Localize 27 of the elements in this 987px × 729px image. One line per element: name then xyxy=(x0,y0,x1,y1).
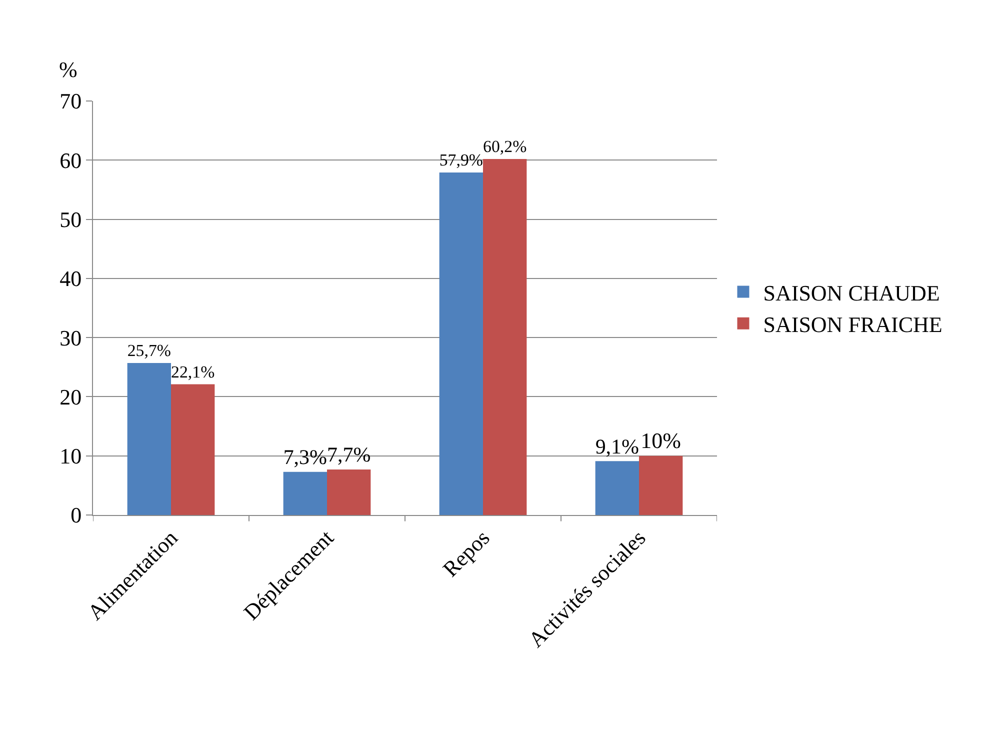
legend-label: SAISON CHAUDE xyxy=(763,280,940,306)
data-label: 7,7% xyxy=(327,442,371,467)
y-tick-label: 70 xyxy=(60,88,82,114)
data-label: 9,1% xyxy=(595,434,639,458)
bar xyxy=(127,363,171,515)
y-tick-label: 30 xyxy=(60,325,82,350)
data-label: 60,2% xyxy=(483,137,527,156)
data-label: 7,3% xyxy=(283,445,327,470)
bar xyxy=(639,456,683,515)
y-tick-label: 0 xyxy=(70,502,82,528)
bar xyxy=(595,461,639,515)
bar xyxy=(483,158,527,515)
data-label: 57,9% xyxy=(439,150,483,170)
y-tick-label: 20 xyxy=(60,384,82,410)
data-label: 22,1% xyxy=(171,362,215,382)
bar xyxy=(327,469,371,515)
data-label: 10% xyxy=(640,428,682,453)
data-label: 25,7% xyxy=(127,341,171,360)
legend-label: SAISON FRAICHE xyxy=(763,312,942,337)
y-tick-label: 50 xyxy=(60,206,82,232)
bar xyxy=(171,384,215,515)
y-tick-label: 60 xyxy=(60,148,82,173)
y-tick-label: 10 xyxy=(60,444,82,469)
bar xyxy=(283,472,327,515)
bar xyxy=(439,172,483,515)
y-tick-label: 40 xyxy=(60,266,82,292)
y-axis-title: % xyxy=(59,57,78,82)
